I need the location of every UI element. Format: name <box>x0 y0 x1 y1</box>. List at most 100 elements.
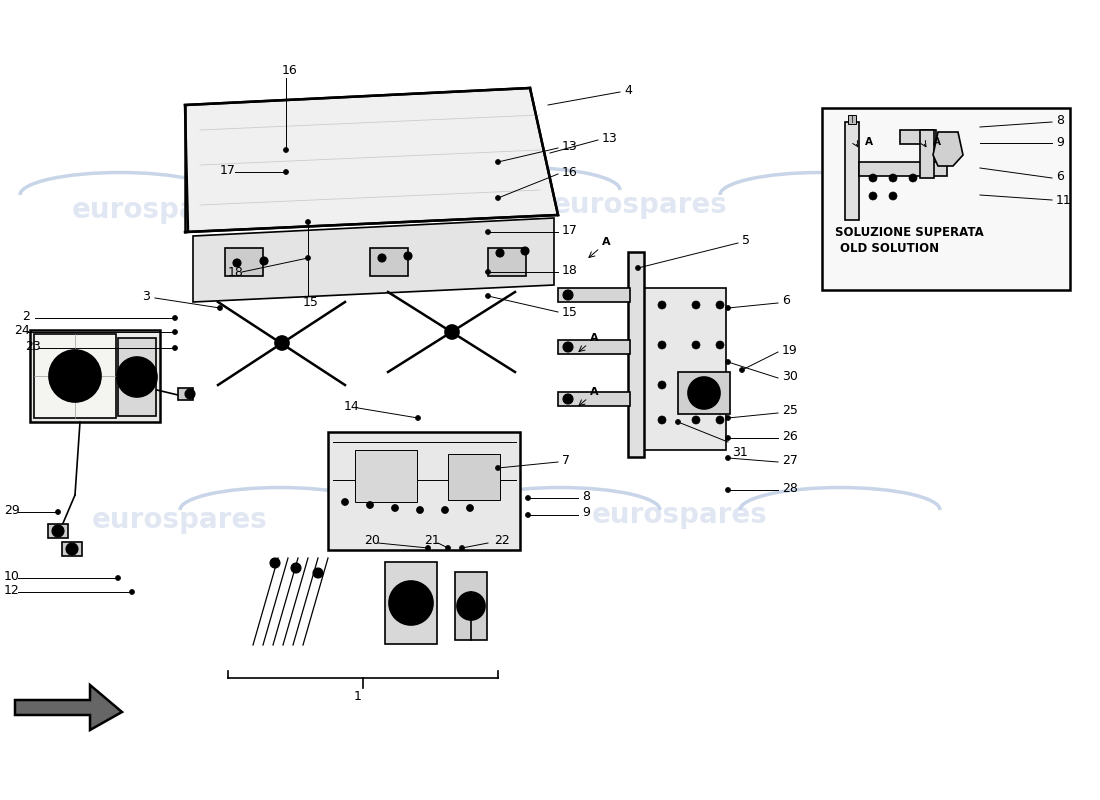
Text: 12: 12 <box>4 583 20 597</box>
Text: A: A <box>590 387 598 397</box>
Circle shape <box>726 455 730 461</box>
Bar <box>848 115 856 124</box>
Text: 20: 20 <box>364 534 380 547</box>
Text: A: A <box>933 137 940 147</box>
Circle shape <box>889 174 896 182</box>
Polygon shape <box>933 132 962 166</box>
Circle shape <box>889 192 896 200</box>
Circle shape <box>726 306 730 310</box>
Circle shape <box>314 568 323 578</box>
Circle shape <box>869 174 877 182</box>
Text: 27: 27 <box>782 454 797 466</box>
Text: 6: 6 <box>1056 170 1064 183</box>
Text: eurospares: eurospares <box>342 501 518 529</box>
Text: 26: 26 <box>782 430 797 442</box>
Circle shape <box>233 259 241 267</box>
Text: 24: 24 <box>14 323 30 337</box>
Bar <box>48 524 68 538</box>
Text: 8: 8 <box>582 490 590 502</box>
Text: 6: 6 <box>782 294 790 307</box>
Bar <box>558 340 630 354</box>
Circle shape <box>416 415 420 421</box>
Text: 9: 9 <box>582 506 590 519</box>
Text: 7: 7 <box>562 454 570 466</box>
Circle shape <box>378 254 386 262</box>
Text: 22: 22 <box>494 534 509 547</box>
Text: 2: 2 <box>22 310 30 322</box>
Circle shape <box>688 377 720 409</box>
Bar <box>628 252 643 457</box>
Circle shape <box>658 416 666 424</box>
Circle shape <box>496 249 504 257</box>
Circle shape <box>366 502 374 509</box>
Text: 19: 19 <box>782 343 797 357</box>
Circle shape <box>563 342 573 352</box>
Text: 21: 21 <box>424 534 440 547</box>
Text: 15: 15 <box>562 306 578 318</box>
Circle shape <box>526 513 530 518</box>
Circle shape <box>185 389 195 399</box>
Circle shape <box>716 301 724 309</box>
Circle shape <box>417 506 424 514</box>
Circle shape <box>716 341 724 349</box>
Circle shape <box>692 416 700 424</box>
Circle shape <box>392 505 398 511</box>
Circle shape <box>726 359 730 365</box>
Circle shape <box>726 487 730 493</box>
Circle shape <box>218 306 222 310</box>
Circle shape <box>449 329 455 335</box>
Text: 5: 5 <box>742 234 750 247</box>
Circle shape <box>270 558 280 568</box>
Circle shape <box>495 159 500 165</box>
Circle shape <box>275 336 289 350</box>
Polygon shape <box>185 88 558 232</box>
Text: eurospares: eurospares <box>312 191 488 219</box>
Circle shape <box>869 192 877 200</box>
Text: 17: 17 <box>220 163 235 177</box>
Circle shape <box>526 495 530 501</box>
Circle shape <box>495 195 500 201</box>
Text: 25: 25 <box>782 405 797 418</box>
Text: eurospares: eurospares <box>73 196 248 224</box>
Circle shape <box>697 386 711 400</box>
Text: eurospares: eurospares <box>92 506 268 534</box>
Circle shape <box>117 357 157 397</box>
Text: 1: 1 <box>354 690 362 702</box>
Polygon shape <box>15 685 122 730</box>
Circle shape <box>739 367 745 373</box>
Circle shape <box>173 330 177 334</box>
Circle shape <box>52 525 64 537</box>
Circle shape <box>716 381 724 389</box>
Bar <box>644 288 726 450</box>
Bar <box>558 288 630 302</box>
Text: 28: 28 <box>782 482 797 494</box>
Circle shape <box>50 350 101 402</box>
Circle shape <box>66 543 78 555</box>
Circle shape <box>726 415 730 421</box>
Circle shape <box>692 381 700 389</box>
Circle shape <box>446 546 451 550</box>
Circle shape <box>636 266 640 270</box>
Circle shape <box>716 416 724 424</box>
Bar <box>355 450 417 502</box>
Circle shape <box>55 510 60 514</box>
Circle shape <box>279 340 285 346</box>
Text: 31: 31 <box>732 446 748 458</box>
Text: 4: 4 <box>624 85 631 98</box>
Circle shape <box>306 255 310 261</box>
Bar <box>328 432 520 550</box>
Text: eurospares: eurospares <box>592 501 768 529</box>
Text: 9: 9 <box>1056 135 1064 149</box>
Bar <box>62 542 82 556</box>
Circle shape <box>692 341 700 349</box>
Text: 30: 30 <box>782 370 797 382</box>
Bar <box>859 162 947 176</box>
Circle shape <box>726 435 730 441</box>
Text: 8: 8 <box>1056 114 1064 127</box>
Bar <box>30 330 159 422</box>
Bar <box>558 392 630 406</box>
Circle shape <box>284 170 288 174</box>
Text: 29: 29 <box>4 503 20 517</box>
Circle shape <box>116 575 121 581</box>
Circle shape <box>460 546 464 550</box>
